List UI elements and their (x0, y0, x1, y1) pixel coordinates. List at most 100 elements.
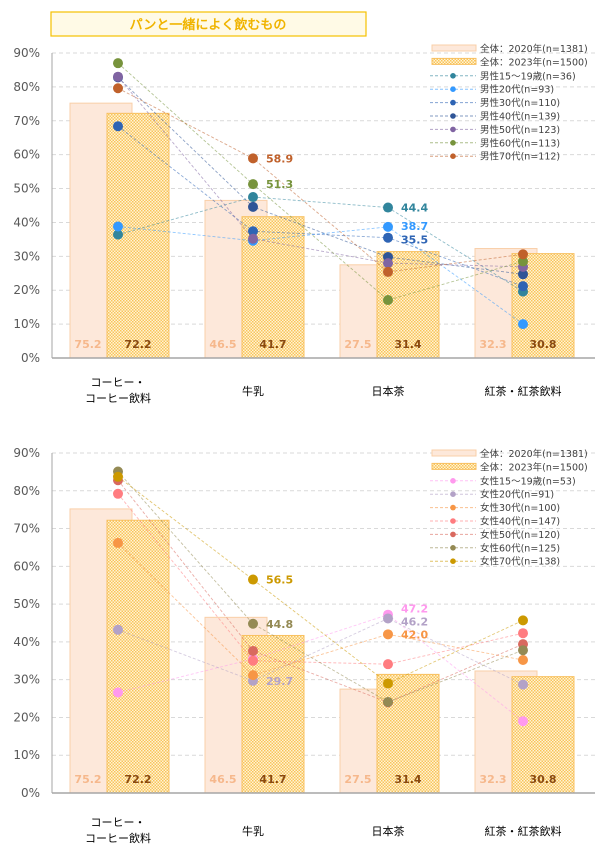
category-label: コーヒー・コーヒー飲料 (85, 816, 151, 845)
category-label: 日本茶 (372, 824, 405, 838)
y-tick-label: 50% (13, 597, 40, 611)
y-tick-label: 70% (13, 114, 40, 128)
data-point (518, 655, 528, 666)
data-point (248, 226, 258, 237)
series-line (117, 479, 524, 703)
legend-marker (450, 73, 456, 79)
legend-label: 女性30代(n=100) (480, 502, 560, 514)
y-tick-label: 90% (13, 446, 40, 460)
data-label: 38.7 (401, 220, 428, 233)
series-line (117, 614, 524, 722)
legend-marker (450, 478, 456, 484)
data-point (518, 615, 528, 626)
category-label: 牛乳 (242, 824, 264, 838)
chart-male: 0% 10% 20% 30% 40% 50% 60% 70% 80% 90% 75.2 72.2 コーヒ… (13, 43, 595, 405)
legend-swatch-2023 (431, 57, 477, 65)
legend-label: 男性15～19歳(n=36) (480, 70, 576, 82)
data-label: 51.3 (266, 178, 293, 191)
y-tick-label: 50% (13, 182, 40, 196)
category-label: コーヒー・コーヒー飲料 (85, 376, 151, 405)
legend-label: 男性60代(n=113) (480, 137, 560, 149)
data-point (113, 71, 123, 82)
bar-2023-value-label: 41.7 (259, 338, 286, 351)
bar-2020-value-label: 32.3 (479, 338, 506, 351)
bar-2023-value-label: 30.8 (529, 773, 556, 786)
legend-marker (450, 140, 456, 146)
data-point (113, 488, 123, 499)
category-label: 日本茶 (372, 384, 405, 398)
y-tick-label: 10% (13, 317, 40, 331)
data-point (383, 258, 393, 269)
data-point (113, 687, 123, 698)
data-point (113, 221, 123, 232)
series-line (117, 617, 524, 685)
legend-label: 女性15～19歳(n=53) (480, 475, 576, 487)
series-line (117, 226, 524, 325)
y-tick-label: 60% (13, 148, 40, 162)
data-point (383, 613, 393, 624)
data-point (248, 233, 258, 244)
series-line (117, 471, 524, 703)
y-tick-label: 20% (13, 283, 40, 297)
bar-2020-value-label: 75.2 (74, 338, 101, 351)
bar-2023 (511, 676, 575, 794)
series-line (117, 77, 524, 275)
legend-label: 男性70代(n=112) (480, 151, 560, 163)
data-label: 44.8 (266, 618, 293, 631)
category-label: 紅茶・紅茶飲料 (485, 384, 562, 398)
data-point (248, 645, 258, 656)
data-point (518, 679, 528, 690)
data-point (383, 202, 393, 213)
bar-2023-value-label: 31.4 (394, 773, 421, 786)
data-point (383, 232, 393, 243)
data-point (113, 58, 123, 69)
series-line (117, 125, 524, 287)
data-label: 58.9 (266, 152, 293, 165)
bar-2020-value-label: 27.5 (344, 773, 371, 786)
data-point (248, 655, 258, 666)
data-point (383, 629, 393, 640)
legend-swatch-2023 (431, 462, 477, 470)
data-point (383, 659, 393, 670)
data-point (383, 295, 393, 306)
legend-label: 全体：2023年(n=1500) (480, 56, 588, 68)
data-point (113, 471, 123, 482)
y-tick-label: 70% (13, 522, 40, 536)
data-point (248, 201, 258, 212)
legend-label: 全体：2023年(n=1500) (480, 461, 588, 473)
y-tick-label: 80% (13, 484, 40, 498)
legend-marker (450, 545, 456, 551)
bar-2023-value-label: 31.4 (394, 338, 421, 351)
bar-2020-value-label: 46.5 (209, 773, 236, 786)
data-label: 42.0 (401, 628, 428, 641)
data-point (518, 628, 528, 639)
data-label: 29.7 (266, 675, 293, 688)
legend-label: 女性50代(n=120) (480, 529, 560, 541)
data-point (518, 645, 528, 656)
data-point (248, 574, 258, 585)
legend-marker (450, 518, 456, 524)
legend-label: 全体：2020年(n=1381) (480, 448, 588, 460)
y-tick-label: 40% (13, 635, 40, 649)
category-label-line: コーヒー・ (91, 376, 146, 389)
data-point (248, 618, 258, 629)
y-tick-label: 0% (21, 351, 40, 365)
data-point (518, 256, 528, 267)
data-label: 47.2 (401, 603, 428, 616)
legend-label: 女性40代(n=147) (480, 516, 560, 528)
chart-title: パンと一緒によく飲むもの (130, 17, 287, 33)
data-point (248, 192, 258, 203)
bar-2023-value-label: 72.2 (124, 338, 151, 351)
data-point (248, 670, 258, 681)
legend-label: 全体：2020年(n=1381) (480, 43, 588, 55)
data-point (113, 83, 123, 94)
legend-label: 男性50代(n=123) (480, 124, 560, 136)
data-point (113, 229, 123, 240)
legend-label: 女性20代(n=91) (480, 489, 554, 501)
category-label-line: コーヒー飲料 (85, 831, 151, 845)
bar-2023-value-label: 41.7 (259, 773, 286, 786)
y-tick-label: 40% (13, 215, 40, 229)
data-point (383, 221, 393, 232)
legend-marker (450, 126, 456, 133)
category-label: 牛乳 (242, 384, 264, 398)
